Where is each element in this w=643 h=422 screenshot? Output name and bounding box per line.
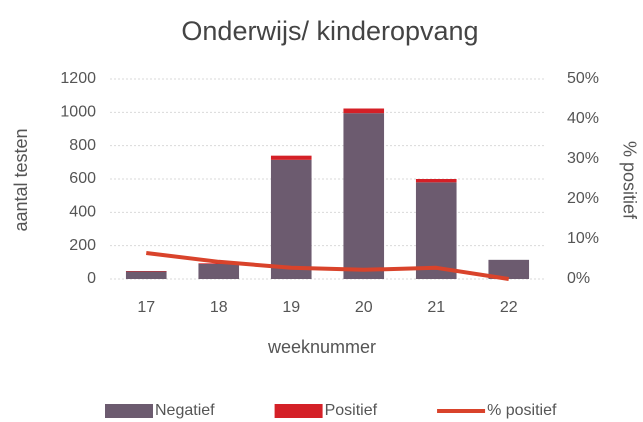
y2-tick-label: 40%: [567, 110, 599, 127]
line: [146, 251, 510, 281]
bar: [343, 113, 385, 280]
bar: [343, 108, 385, 114]
y2-tick-label: 0%: [567, 270, 590, 287]
legend-swatch: [274, 404, 323, 418]
y2-tick-label: 30%: [567, 150, 599, 167]
x-axis-title: weeknummer: [267, 337, 376, 357]
legend-label: Positief: [325, 402, 378, 419]
legend-label: % positief: [487, 402, 557, 419]
y-tick-label: 0: [87, 270, 96, 287]
y2-tick-label: 20%: [567, 190, 599, 207]
x-tick-label: 17: [137, 299, 155, 316]
bar: [488, 259, 530, 279]
x-tick-label: 18: [210, 299, 228, 316]
bar: [270, 155, 312, 160]
y-tick-label: 1000: [60, 104, 96, 121]
x-tick-label: 19: [282, 299, 300, 316]
bar: [125, 271, 167, 279]
y2-tick-label: 10%: [567, 230, 599, 247]
x-tick-label: 20: [355, 299, 373, 316]
chart-title: Onderwijs/ kinderopvang: [181, 16, 478, 46]
x-tick-label: 21: [427, 299, 445, 316]
bar: [415, 179, 457, 183]
bar: [415, 182, 457, 279]
legend-swatch: [105, 404, 153, 418]
bar: [125, 271, 167, 272]
y-tick-label: 600: [69, 170, 96, 187]
y2-axis-title: % positief: [619, 141, 639, 220]
y-axis-title: aantal testen: [11, 128, 31, 231]
y-tick-label: 400: [69, 204, 96, 221]
x-tick-label: 22: [500, 299, 518, 316]
bar: [270, 159, 312, 279]
legend-label: Negatief: [155, 402, 215, 419]
y-tick-label: 1200: [60, 70, 96, 87]
y2-tick-label: 50%: [567, 70, 599, 87]
y-tick-label: 800: [69, 137, 96, 154]
bar: [198, 264, 240, 279]
y-tick-label: 200: [69, 237, 96, 254]
